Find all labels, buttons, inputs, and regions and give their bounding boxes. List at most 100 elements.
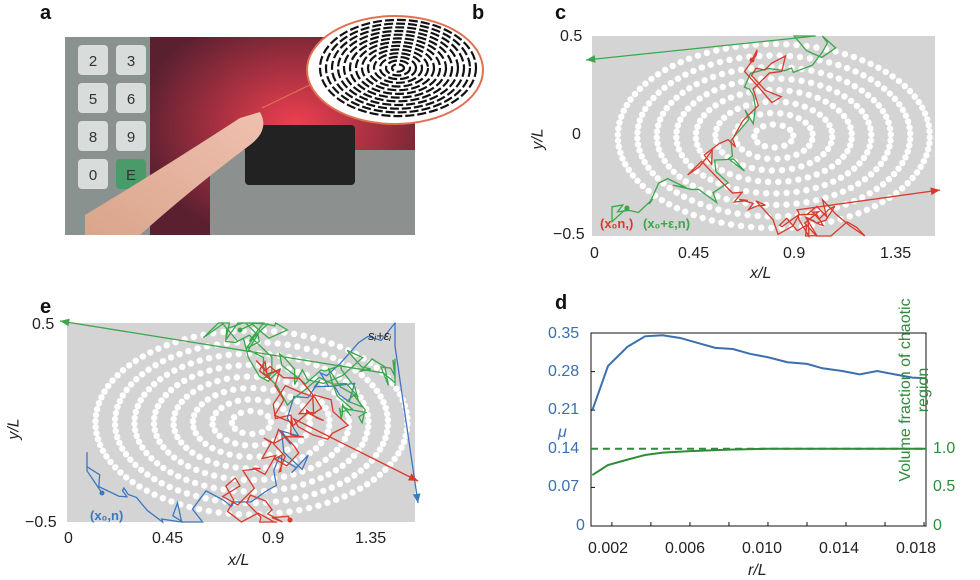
e-scatterer-dot xyxy=(125,362,133,369)
e-scatterer-dot xyxy=(225,400,233,407)
e-scatterer-dot xyxy=(306,420,314,427)
c-scatterer-dot xyxy=(860,72,867,79)
e-start-point xyxy=(287,517,293,523)
e-scatterer-dot xyxy=(159,495,167,502)
e-scatterer-dot xyxy=(107,458,114,466)
c-scatterer-dot xyxy=(902,112,910,119)
c-scatterer-dot xyxy=(635,123,642,130)
c-scatterer-dot xyxy=(882,113,890,120)
c-scatterer-dot xyxy=(793,200,800,207)
e-scatterer-dot xyxy=(382,466,389,473)
e-scatterer-dot xyxy=(111,464,119,471)
c-scatterer-dot xyxy=(706,106,713,114)
e-scatterer-dot xyxy=(264,413,272,420)
c-scatterer-dot xyxy=(679,89,686,96)
e-scatterer-dot xyxy=(163,371,171,378)
c-scatterer-dot xyxy=(694,52,702,59)
c-scatterer-dot xyxy=(760,123,767,130)
e-scatterer-dot xyxy=(197,384,204,391)
c-scatterer-dot xyxy=(617,149,624,156)
e-scatterer-dot xyxy=(363,480,371,488)
e-scatterer-dot xyxy=(235,350,242,358)
c-scatterer-dot xyxy=(745,150,753,157)
e-scatterer-dot xyxy=(332,467,340,474)
e-scatterer-dot xyxy=(220,474,227,481)
c-scatterer-dot xyxy=(699,214,706,222)
e-scatterer-dot xyxy=(243,373,251,380)
e-scatterer-dot xyxy=(264,398,271,405)
e-scatterer-dot xyxy=(231,425,239,432)
e-scatterer-dot xyxy=(356,485,364,492)
ridge xyxy=(348,37,448,99)
c-scatterer-dot xyxy=(768,75,775,82)
e-scatterer-dot xyxy=(209,415,217,422)
c-scatterer-dot xyxy=(773,201,780,209)
c-scatterer-dot xyxy=(796,89,803,96)
e-scatterer-dot xyxy=(147,349,154,356)
e-scatterer-dot xyxy=(276,509,283,517)
e-scatterer-dot xyxy=(176,350,183,358)
e-scatterer-dot xyxy=(158,397,165,404)
c-scatterer-dot xyxy=(906,142,913,149)
c-scatterer-dot xyxy=(875,64,882,71)
e-scatterer-dot xyxy=(299,468,306,475)
c-scatterer-dot xyxy=(736,91,744,98)
c-scatterer-dot xyxy=(821,181,828,189)
e-xtick-0: 0 xyxy=(64,530,73,547)
e-scatterer-dot xyxy=(132,408,140,416)
c-scatterer-dot xyxy=(917,163,924,171)
c-scatterer-dot xyxy=(866,190,873,197)
e-scatterer-dot xyxy=(260,487,268,495)
c-scatterer-dot xyxy=(879,107,887,115)
e-scatterer-dot xyxy=(373,387,381,394)
e-scatterer-dot xyxy=(345,457,352,465)
e-scatterer-dot xyxy=(243,338,251,346)
e-scatterer-dot xyxy=(150,420,158,428)
c-scatterer-dot xyxy=(814,94,821,102)
e-scatterer-dot xyxy=(300,332,308,340)
e-scatterer-dot xyxy=(274,340,281,347)
c-scatterer-dot xyxy=(798,163,805,170)
c-scatterer-dot xyxy=(618,113,625,120)
c-scatterer-dot xyxy=(718,70,726,78)
c-scatterer-dot xyxy=(629,172,637,179)
c-scatterer-dot xyxy=(713,47,720,54)
e-scatterer-dot xyxy=(151,491,158,498)
c-scatterer-dot xyxy=(634,129,641,136)
c-scatterer-dot xyxy=(645,187,652,195)
c-scatterer-dot xyxy=(754,212,761,220)
c-scatterer-dot xyxy=(829,178,837,185)
e-scatterer-dot xyxy=(235,362,242,369)
c-scatterer-dot xyxy=(817,69,825,77)
c-scatterer-dot xyxy=(826,72,834,79)
c-scatterer-dot xyxy=(825,85,833,92)
c-scatterer-dot xyxy=(778,75,785,82)
e-scatterer-dot xyxy=(373,451,380,459)
e-scatterer-dot xyxy=(138,371,146,378)
c-scatterer-dot xyxy=(889,73,896,80)
e-scatterer-dot xyxy=(137,466,145,474)
d-xtick-4: 0.018 xyxy=(896,540,937,557)
e-scatterer-dot xyxy=(326,422,333,430)
e-scatterer-dot xyxy=(369,382,376,389)
e-scatterer-dot xyxy=(308,478,316,485)
c-scatterer-dot xyxy=(826,122,833,129)
e-scatterer-dot xyxy=(218,404,225,412)
keypad-key xyxy=(116,83,146,113)
c-scatterer-dot xyxy=(727,221,735,228)
keypad-key xyxy=(78,83,108,113)
e-scatterer-dot xyxy=(152,362,159,369)
e-scatterer-dot xyxy=(258,428,266,436)
e-scatterer-dot xyxy=(357,467,364,474)
d-ytick-left-4: 0.28 xyxy=(548,363,580,380)
e-scatterer-dot xyxy=(193,406,201,413)
c-scatterer-dot xyxy=(862,113,869,120)
d-ytick-left-2: 0.14 xyxy=(548,440,580,457)
e-scatterer-dot xyxy=(322,404,329,412)
c-scatterer-dot xyxy=(724,208,732,216)
e-scatterer-dot xyxy=(328,484,336,491)
c-scatterer-dot xyxy=(924,116,931,123)
c-scatterer-dot xyxy=(899,159,906,167)
e-scatterer-dot xyxy=(233,374,241,381)
e-scatterer-dot xyxy=(135,438,143,445)
